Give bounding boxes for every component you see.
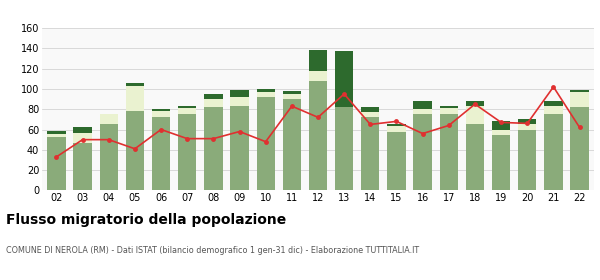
Bar xyxy=(73,143,92,190)
Bar xyxy=(466,106,484,124)
Bar xyxy=(257,92,275,97)
Bar xyxy=(283,94,301,99)
Bar xyxy=(466,124,484,190)
Bar xyxy=(466,101,484,106)
Bar xyxy=(335,107,353,190)
Bar xyxy=(361,112,379,117)
Bar xyxy=(544,106,563,114)
Bar xyxy=(309,71,327,81)
Bar xyxy=(47,130,65,134)
Bar xyxy=(152,117,170,190)
Bar xyxy=(440,108,458,114)
Bar xyxy=(126,83,144,86)
Bar xyxy=(126,111,144,190)
Text: COMUNE DI NEROLA (RM) - Dati ISTAT (bilancio demografico 1 gen-31 dic) - Elabora: COMUNE DI NEROLA (RM) - Dati ISTAT (bila… xyxy=(6,246,419,255)
Bar xyxy=(571,92,589,107)
Bar xyxy=(413,109,432,114)
Bar xyxy=(257,97,275,190)
Bar xyxy=(518,124,536,129)
Bar xyxy=(204,99,223,107)
Bar xyxy=(152,111,170,117)
Text: Flusso migratorio della popolazione: Flusso migratorio della popolazione xyxy=(6,213,286,227)
Bar xyxy=(544,114,563,190)
Bar xyxy=(257,89,275,92)
Bar xyxy=(178,108,196,114)
Bar xyxy=(204,107,223,190)
Bar xyxy=(518,129,536,190)
Bar xyxy=(492,129,510,135)
Bar xyxy=(73,132,92,143)
Bar xyxy=(388,124,406,127)
Bar xyxy=(230,90,248,97)
Bar xyxy=(309,81,327,190)
Bar xyxy=(178,106,196,108)
Bar xyxy=(230,97,248,106)
Bar xyxy=(492,135,510,190)
Bar xyxy=(335,51,353,107)
Bar xyxy=(361,117,379,190)
Bar xyxy=(544,101,563,106)
Bar xyxy=(73,127,92,132)
Bar xyxy=(492,122,510,129)
Bar xyxy=(230,106,248,190)
Bar xyxy=(571,90,589,92)
Bar xyxy=(388,132,406,190)
Bar xyxy=(100,124,118,190)
Bar xyxy=(100,114,118,124)
Bar xyxy=(47,134,65,137)
Bar xyxy=(518,119,536,124)
Bar xyxy=(204,94,223,99)
Bar xyxy=(47,137,65,190)
Bar xyxy=(309,50,327,71)
Bar xyxy=(440,106,458,108)
Bar xyxy=(283,91,301,94)
Bar xyxy=(413,114,432,190)
Bar xyxy=(440,114,458,190)
Bar xyxy=(388,127,406,132)
Bar xyxy=(178,114,196,190)
Bar xyxy=(361,107,379,112)
Bar xyxy=(126,86,144,111)
Bar xyxy=(152,109,170,111)
Bar xyxy=(413,101,432,109)
Bar xyxy=(283,99,301,190)
Bar xyxy=(571,107,589,190)
